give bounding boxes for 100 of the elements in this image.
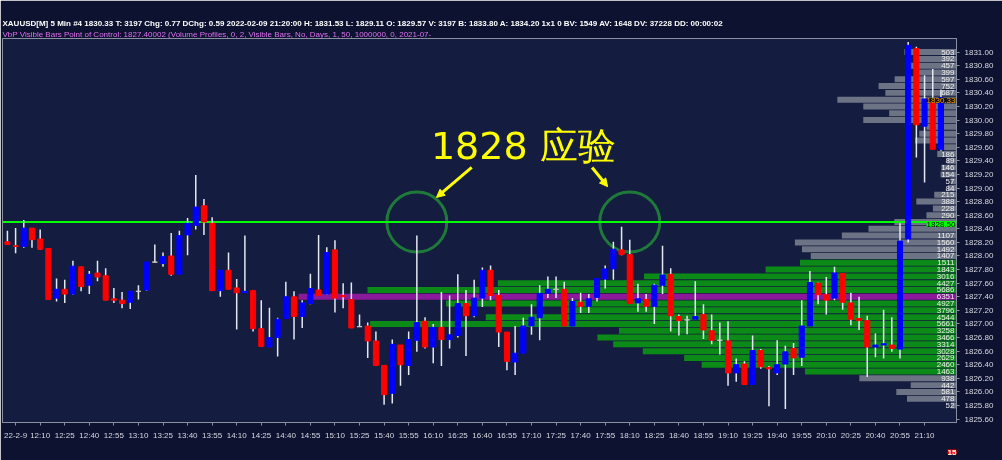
x-tick-label: 16:55	[496, 430, 518, 440]
candlestick	[78, 266, 85, 293]
candlestick	[462, 289, 470, 357]
x-tick-label: 18:55	[693, 430, 715, 440]
candlestick	[397, 344, 404, 387]
y-tick-label: 1828.60	[964, 210, 994, 220]
x-tick-label: 14:25	[251, 430, 272, 440]
candlestick	[684, 315, 691, 335]
x-tick-label: 19:25	[742, 430, 764, 440]
y-tick-label: 1829.60	[964, 142, 994, 152]
x-tick-label: 21:10	[914, 430, 936, 440]
x-tick-label: 12:40	[79, 430, 100, 440]
chart-subtitle: VbP Visible Bars Point of Control: 1827.40002 (Volume Profiles, 0, 2, Visible Bars, No, Days, 1, 50, 1000000, 0, 2021-07-	[2, 29, 432, 39]
candlestick	[733, 357, 740, 383]
data-label: 5686	[936, 285, 956, 295]
candlestick	[225, 251, 232, 291]
x-tick-label: 15:40	[374, 430, 395, 440]
candlestick	[446, 294, 453, 350]
candlestick	[675, 313, 682, 337]
candlestick	[790, 342, 797, 376]
x-tick-label: 19:10	[718, 430, 739, 440]
x-tick-label: 13:40	[177, 430, 199, 440]
y-tick-label: 1827.20	[964, 305, 994, 315]
y-tick-label: 1826.00	[964, 387, 994, 397]
y-tick-label: 1826.20	[964, 373, 994, 383]
data-label: 215	[941, 190, 956, 200]
candlestick	[856, 296, 863, 331]
x-tick-label: 13:25	[152, 430, 174, 440]
x-tick-label: 20:40	[865, 430, 886, 440]
y-tick-label: 1825.80	[964, 401, 994, 411]
candlestick	[364, 321, 371, 359]
candlestick	[192, 174, 199, 231]
candlestick	[217, 269, 224, 298]
data-label: 597	[941, 74, 956, 84]
annotation: 1828 应验	[430, 123, 616, 168]
candlestick	[110, 287, 117, 304]
y-tick-label: 1831.00	[964, 47, 994, 57]
x-tick-label: 12:10	[30, 430, 51, 440]
x-tick-label: 16:40	[472, 430, 493, 440]
x-tick-label: 13:10	[128, 430, 149, 440]
data-label: 6351	[936, 292, 956, 302]
x-tick-label: 19:40	[767, 430, 788, 440]
candlestick	[86, 270, 93, 295]
ref-line-label: 1828.50	[926, 220, 957, 229]
candlestick	[12, 227, 19, 255]
x-tick-label: 15:25	[349, 430, 371, 440]
candlestick	[53, 277, 60, 303]
data-label: 581	[941, 387, 956, 397]
candlestick	[872, 332, 879, 358]
y-tick-label: 1830.40	[964, 88, 994, 98]
x-tick-label: 18:10	[619, 430, 641, 440]
x-tick-label: 17:55	[595, 430, 616, 440]
x-tick-label: 18:25	[644, 430, 665, 440]
candlestick	[168, 232, 175, 277]
candlestick	[782, 344, 789, 410]
candlestick	[823, 276, 830, 316]
candlestick	[847, 291, 854, 327]
x-tick-label: 15:55	[398, 430, 420, 440]
x-tick-label: 19:55	[791, 430, 813, 440]
x-tick-label: 12:55	[103, 430, 125, 440]
candlestick	[880, 308, 887, 360]
candlestick	[765, 365, 773, 407]
x-tick-label: 17:40	[570, 430, 592, 440]
x-tick-label: 14:40	[275, 430, 297, 440]
candlestick	[585, 293, 592, 314]
data-label: 1492	[936, 244, 956, 254]
candlestick	[315, 234, 322, 297]
candlestick	[20, 219, 27, 249]
y-tick-label: 1828.40	[964, 224, 994, 234]
candlestick	[610, 240, 617, 281]
y-tick-label: 1828.20	[964, 237, 994, 247]
y-tick-label: 1827.40	[964, 292, 994, 302]
y-tick-label: 1828.00	[964, 251, 994, 261]
y-tick-label: 1830.80	[964, 61, 994, 71]
y-tick-label: 1828.80	[964, 197, 994, 207]
data-label: 3028	[936, 346, 956, 356]
candlestick	[200, 198, 207, 236]
data-label: 154	[941, 169, 956, 179]
data-label: 4427	[936, 278, 956, 288]
x-tick-label: 17:10	[521, 430, 543, 440]
candlestick	[741, 360, 748, 386]
candlestick	[290, 290, 298, 341]
candlestick	[774, 339, 781, 376]
x-tick-label: 16:25	[447, 430, 469, 440]
y-tick-label: 1826.40	[964, 360, 994, 370]
x-tick-label: 18:40	[668, 430, 690, 440]
data-label: 186	[941, 149, 956, 159]
y-tick-label: 1830.20	[964, 101, 994, 111]
candlestick	[37, 228, 44, 251]
y-tick-label: 1829.80	[964, 129, 994, 139]
y-tick-label: 1830.60	[964, 74, 994, 84]
y-tick-label: 1826.80	[964, 333, 994, 343]
x-tick-label: 20:25	[840, 430, 862, 440]
data-label: 2460	[936, 360, 956, 370]
candlestick	[258, 299, 265, 348]
candlestick	[659, 245, 666, 295]
x-tick-label: 20:10	[816, 430, 837, 440]
candlestick	[340, 282, 347, 310]
data-label: 146	[941, 163, 956, 173]
candlestick	[692, 280, 699, 321]
